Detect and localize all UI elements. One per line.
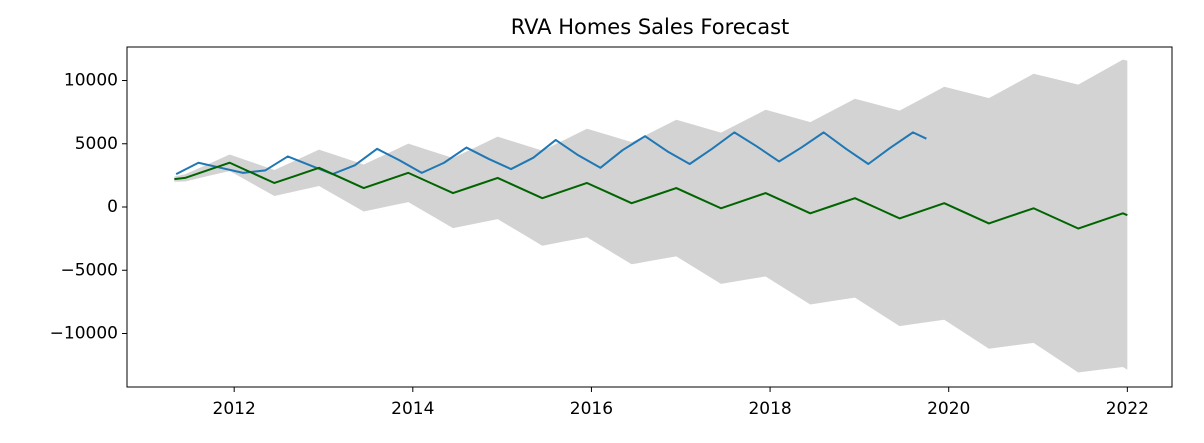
x-tick-label: 2020 — [927, 399, 970, 419]
y-tick-label: −5000 — [60, 260, 118, 280]
series-line — [175, 131, 927, 176]
x-tick-label: 2012 — [213, 399, 256, 419]
chart-title: RVA Homes Sales Forecast — [511, 15, 790, 39]
x-tick-label: 2016 — [570, 399, 613, 419]
y-tick-label: −10000 — [50, 323, 118, 343]
y-tick-label: 5000 — [75, 134, 118, 154]
y-tick-label: 10000 — [64, 71, 118, 91]
x-tick-label: 2014 — [391, 399, 434, 419]
series-line — [174, 161, 1128, 230]
confidence-band — [174, 59, 1128, 373]
x-tick-label: 2022 — [1106, 399, 1149, 419]
y-tick-label: 0 — [107, 197, 118, 217]
plot-frame — [126, 46, 1173, 388]
x-tick-label: 2018 — [748, 399, 791, 419]
